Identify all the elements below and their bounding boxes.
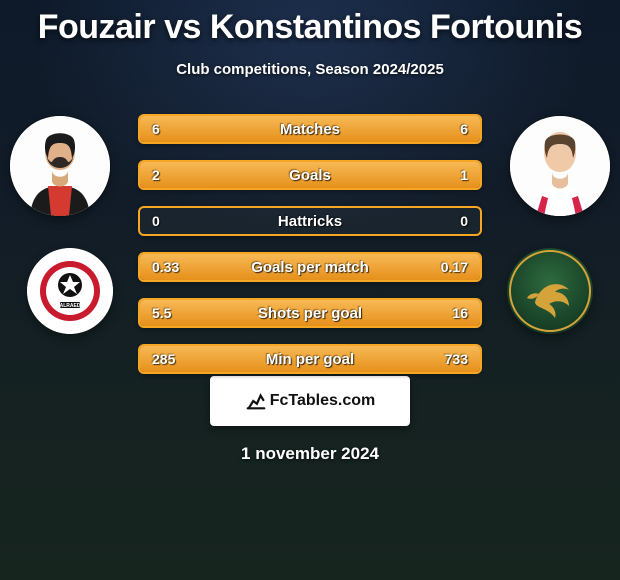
- stat-value-right: 1: [448, 167, 480, 183]
- player-left-name: Fouzair: [38, 8, 155, 46]
- player-right-name: Konstantinos Fortounis: [210, 8, 582, 46]
- vs-separator: vs: [164, 8, 210, 46]
- brand-icon: [245, 390, 267, 412]
- comparison-date: 1 november 2024: [0, 444, 620, 464]
- stat-value-left: 285: [140, 351, 187, 367]
- stat-value-right: 0.17: [429, 259, 480, 275]
- stat-row: 2Goals1: [138, 160, 482, 190]
- stat-row: 5.5Shots per goal16: [138, 298, 482, 328]
- stat-row: 0.33Goals per match0.17: [138, 252, 482, 282]
- stat-row: 6Matches6: [138, 114, 482, 144]
- club-right-crest: [507, 248, 593, 334]
- page-title: Fouzair vs Konstantinos Fortounis: [0, 8, 620, 47]
- stat-value-left: 2: [140, 167, 172, 183]
- stat-row: 0Hattricks0: [138, 206, 482, 236]
- stat-value-right: 0: [448, 213, 480, 229]
- club-left-crest: ALRAED: [27, 248, 113, 334]
- svg-text:ALRAED: ALRAED: [60, 303, 81, 309]
- player-left-photo: [10, 116, 110, 216]
- stat-value-right: 733: [433, 351, 480, 367]
- stat-value-left: 5.5: [140, 305, 183, 321]
- stat-value-left: 0.33: [140, 259, 191, 275]
- stat-fill-left: [140, 162, 364, 188]
- stat-bars: 6Matches6 2Goals1 0Hattricks0 0.33Goals per…: [138, 114, 482, 390]
- stat-value-right: 16: [440, 305, 480, 321]
- stat-value-left: 0: [140, 213, 172, 229]
- stat-label: Hattricks: [140, 213, 480, 230]
- stat-value-right: 6: [448, 121, 480, 137]
- stat-value-left: 6: [140, 121, 172, 137]
- subtitle: Club competitions, Season 2024/2025: [0, 61, 620, 78]
- brand-text: FcTables.com: [270, 392, 376, 410]
- stat-row: 285Min per goal733: [138, 344, 482, 374]
- comparison-area: ALRAED 6Matches6 2Goals1 0Hattricks0 0.33Go…: [0, 104, 620, 374]
- player-right-photo: [510, 116, 610, 216]
